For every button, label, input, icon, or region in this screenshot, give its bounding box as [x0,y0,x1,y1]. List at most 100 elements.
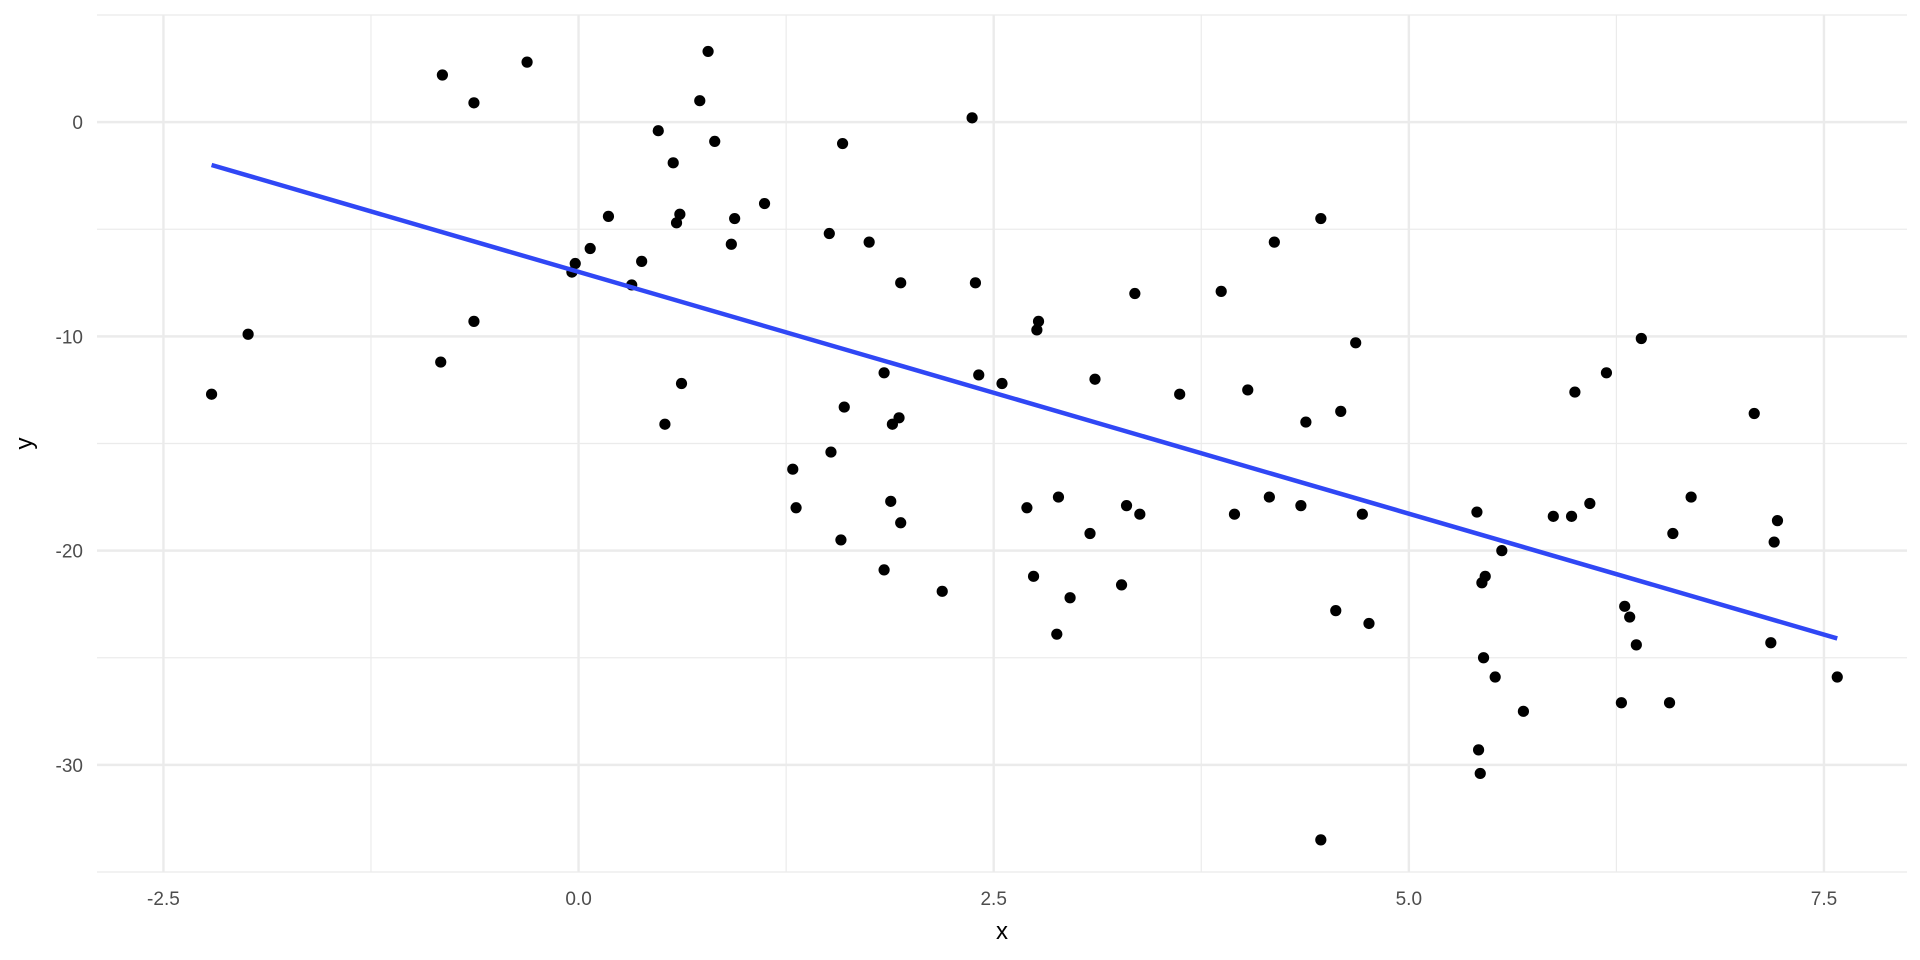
data-point [694,95,706,107]
data-point [1477,652,1490,664]
data-point [1134,508,1146,520]
data-point [1215,285,1227,297]
x-tick-label: 7.5 [1811,889,1837,910]
data-point [1635,332,1647,345]
data-point [1084,527,1096,540]
data-point [1242,384,1254,396]
data-point [1295,500,1307,512]
data-point [1228,508,1241,520]
y-axis-title: y [11,438,38,450]
data-point [1474,767,1486,780]
data-point [1263,491,1275,503]
data-point [838,401,850,413]
data-point [1021,502,1033,514]
data-point [1630,639,1642,651]
data-point [667,157,679,169]
data-point [996,377,1008,390]
data-point [602,210,615,222]
data-point [1064,592,1076,604]
x-tick-label: 2.5 [980,889,1006,910]
data-point [1032,315,1045,327]
data-point [895,517,907,529]
data-point [863,236,875,248]
data-point [1771,515,1784,527]
data-point [675,377,688,390]
data-point [1489,671,1501,683]
data-point [1565,510,1578,522]
data-point [758,197,771,210]
data-point [1027,570,1040,582]
data-point [436,69,448,81]
data-point [1356,508,1368,520]
data-point [435,356,447,368]
data-point [1768,536,1780,548]
y-tick-label: -10 [56,327,83,348]
data-point [1363,617,1375,630]
data-point [636,255,648,267]
data-point [825,446,837,458]
data-point [1496,545,1508,557]
data-point [1765,637,1777,649]
data-point [1115,579,1128,591]
x-tick-label: 5.0 [1396,889,1422,910]
x-tick-label: 0.0 [565,889,591,910]
data-points [205,45,1843,846]
data-point [1315,212,1327,225]
y-tick-label: -30 [56,756,83,777]
data-point [1517,705,1530,717]
data-point [1667,527,1679,540]
data-point [1031,324,1043,336]
regression-line [210,162,1838,641]
y-tick-label: -20 [56,542,83,563]
data-point [1120,500,1133,512]
data-point [790,502,802,514]
data-point [1350,337,1362,349]
data-point [242,328,254,340]
data-point [1472,744,1485,756]
data-point [468,315,480,327]
axes: -2.5 0.0 2.5 5.0 7.5 -30 -20 -10 0 [56,113,1838,910]
data-point [521,56,533,68]
data-point [1663,697,1676,709]
regression-line-layer [210,162,1838,641]
data-point [1330,605,1342,617]
data-point [1584,497,1596,510]
data-point [787,463,799,475]
data-point [674,208,686,220]
data-point [1089,373,1101,385]
data-point [1479,570,1491,582]
data-point [659,418,671,430]
data-point [1335,405,1347,417]
data-point [895,277,907,289]
data-point [878,367,890,379]
data-point [584,242,596,255]
data-point [823,227,835,240]
data-point [835,534,847,546]
y-tick-label: 0 [72,113,83,134]
data-point [836,137,849,150]
data-point [468,97,480,109]
data-point [1471,506,1483,518]
data-point [729,212,741,225]
data-point [725,238,737,250]
data-point [1624,611,1636,623]
x-tick-label: -2.5 [147,889,180,910]
data-point [1615,697,1627,709]
data-point [1315,834,1327,846]
data-point [1052,491,1065,503]
data-point [1300,416,1312,428]
data-point [885,495,897,507]
data-point [1547,510,1559,522]
data-point [1569,386,1581,398]
data-point [1748,407,1760,420]
data-point [1619,600,1631,612]
data-point [1600,367,1613,379]
data-point [1129,287,1141,300]
data-point [709,135,721,148]
grid [97,14,1907,873]
x-axis-title: x [996,918,1008,945]
data-point [1268,236,1280,248]
data-point [569,257,581,270]
data-point [702,45,714,58]
